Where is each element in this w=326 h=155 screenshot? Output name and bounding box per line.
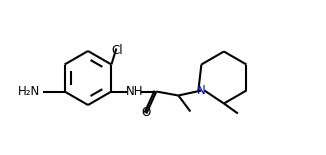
Text: NH: NH: [126, 85, 143, 98]
Text: H₂N: H₂N: [18, 85, 41, 98]
Text: O: O: [142, 106, 151, 120]
Text: N: N: [197, 84, 206, 97]
Text: Cl: Cl: [111, 44, 123, 57]
